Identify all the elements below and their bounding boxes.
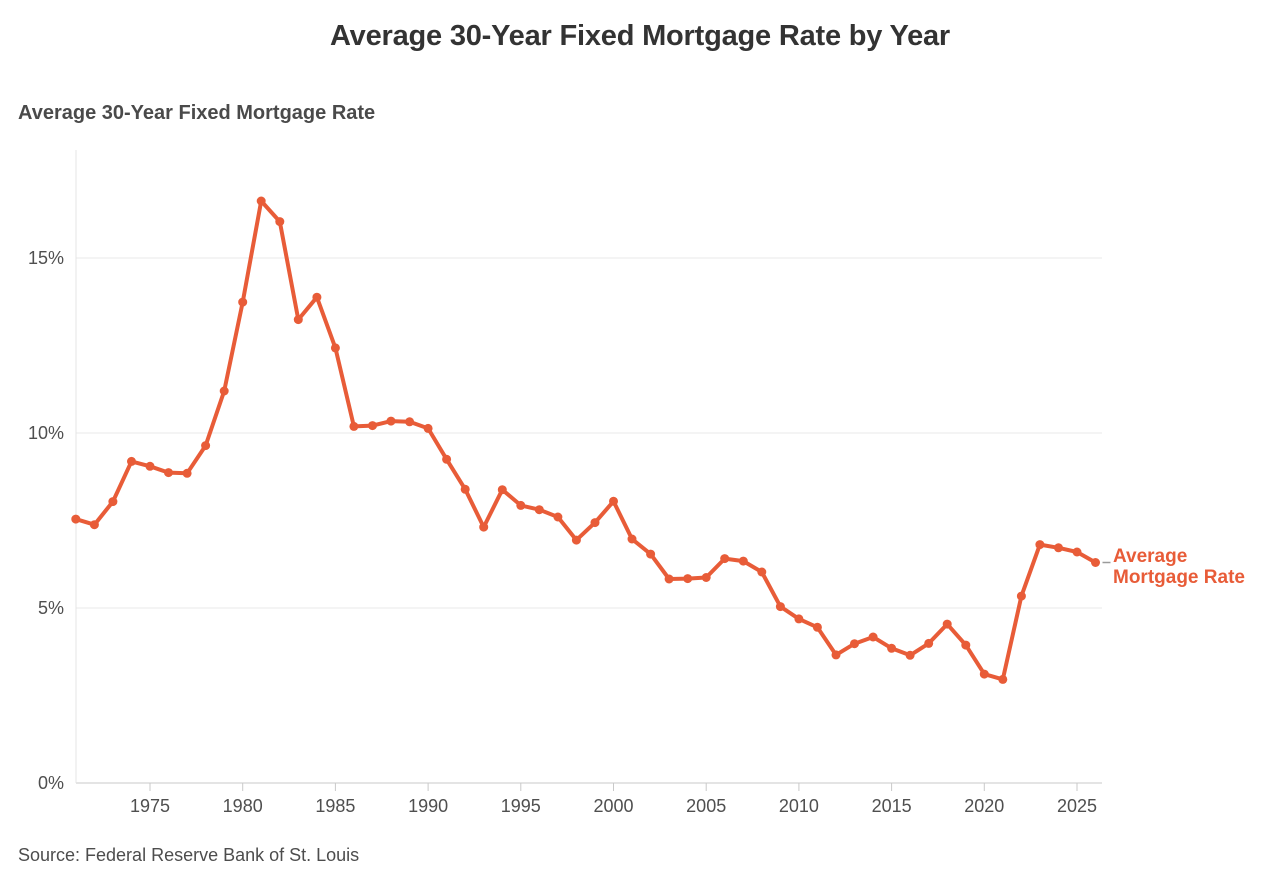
data-point [442, 454, 452, 464]
data-point [794, 614, 804, 624]
data-point [330, 343, 340, 353]
data-point [775, 602, 785, 612]
data-point [979, 669, 989, 679]
y-axis-label: 15% [28, 248, 64, 268]
x-axis-label: 2015 [872, 796, 912, 816]
data-point [423, 423, 433, 433]
data-point [571, 535, 581, 545]
data-point [460, 484, 470, 494]
data-point [312, 292, 322, 302]
data-point [145, 461, 155, 471]
data-point [887, 643, 897, 653]
data-point [590, 518, 600, 528]
plot-generated: 0% 5% 10% 15% 1975 1980 1985 1990 1995 2000 2005 20… [28, 150, 1102, 816]
x-axis-label: 2005 [686, 796, 726, 816]
data-point [998, 674, 1008, 684]
series-label-line-1: Average [1113, 546, 1187, 567]
data-point [293, 315, 303, 325]
data-point [850, 639, 859, 649]
data-point [127, 456, 136, 466]
x-axis-label: 1980 [223, 796, 263, 816]
data-point [664, 574, 674, 584]
data-point [812, 622, 822, 632]
data-point [182, 468, 192, 478]
y-axis-label: 10% [28, 423, 64, 443]
data-point [646, 549, 656, 559]
data-point [738, 556, 748, 566]
data-point [831, 650, 841, 660]
data-point [516, 500, 526, 510]
data-point [1072, 547, 1082, 557]
x-axis-label: 2010 [779, 796, 819, 816]
data-point [349, 421, 359, 431]
data-point [368, 421, 377, 431]
data-point [219, 386, 229, 396]
data-point [89, 520, 99, 530]
data-point [627, 534, 637, 544]
series-label-line-2: Mortgage Rate [1113, 567, 1245, 588]
y-axis-label: 0% [38, 773, 64, 793]
data-point [720, 554, 730, 564]
data-point [71, 514, 81, 524]
data-point [942, 619, 952, 629]
data-point [905, 650, 915, 660]
data-point [497, 485, 507, 495]
x-axis-label: 2000 [593, 796, 633, 816]
y-axis-label: 5% [38, 598, 64, 618]
page-title: Average 30-Year Fixed Mortgage Rate by Y… [329, 20, 951, 52]
data-point [553, 512, 563, 522]
x-axis-label: 1975 [130, 796, 170, 816]
data-point [479, 522, 489, 532]
x-axis-label: 1995 [501, 796, 541, 816]
source-note: Source: Federal Reserve Bank of St. Loui… [18, 845, 360, 865]
x-axis-label: 1990 [408, 796, 448, 816]
data-point [238, 297, 248, 307]
data-point [108, 497, 118, 507]
chart-subtitle: Average 30-Year Fixed Mortgage Rate [18, 102, 376, 124]
data-point [924, 638, 934, 648]
data-point [609, 496, 618, 506]
data-point [757, 567, 767, 577]
x-axis-label: 1985 [315, 796, 355, 816]
data-point [256, 196, 266, 206]
data-point [1091, 558, 1100, 567]
x-axis-label: 2020 [964, 796, 1004, 816]
data-point [405, 417, 415, 427]
data-point [1016, 591, 1026, 601]
data-point [386, 416, 396, 426]
data-point [534, 505, 544, 515]
x-axis-label: 2025 [1057, 796, 1097, 816]
data-point [275, 217, 285, 227]
data-point [683, 574, 693, 584]
data-point [701, 573, 711, 582]
data-point [1054, 543, 1063, 553]
data-point [201, 441, 211, 451]
data-point [868, 632, 878, 642]
data-point [164, 468, 173, 478]
data-point [961, 640, 971, 650]
data-point [1035, 540, 1045, 550]
